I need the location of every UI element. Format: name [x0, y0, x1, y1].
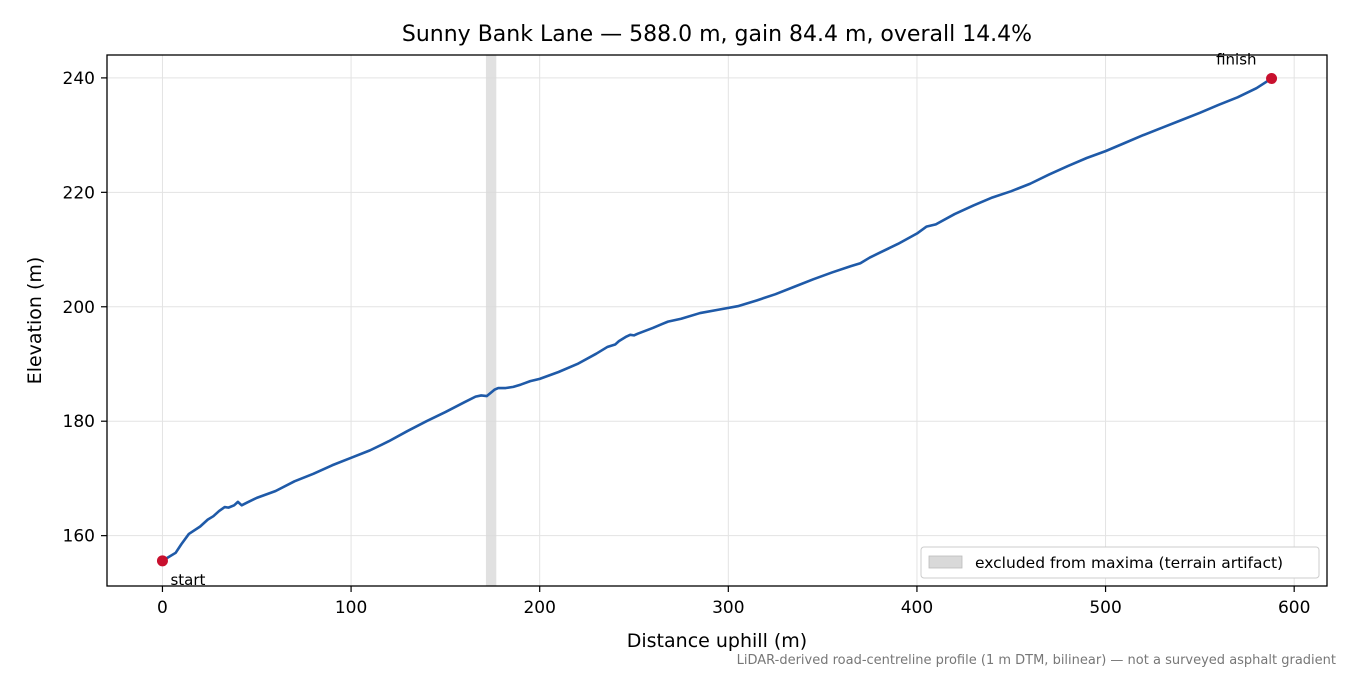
- x-tick-label: 100: [335, 598, 367, 618]
- x-axis-label: Distance uphill (m): [627, 630, 807, 652]
- y-axis-ticks: 160 180 200 220 240: [63, 69, 107, 547]
- x-tick-label: 200: [523, 598, 555, 618]
- elevation-line: [161, 77, 1273, 563]
- chart-title: Sunny Bank Lane — 588.0 m, gain 84.4 m, …: [402, 22, 1032, 47]
- y-tick-label: 160: [63, 527, 95, 547]
- x-tick-label: 0: [157, 598, 168, 618]
- marker-label-finish: finish: [1216, 50, 1256, 68]
- excluded-region: [485, 55, 497, 586]
- footnote: LiDAR-derived road-centreline profile (1…: [737, 653, 1336, 668]
- marker-label-start: start: [170, 571, 205, 589]
- x-tick-label: 400: [901, 598, 933, 618]
- gridlines: [107, 55, 1327, 586]
- marker-start: [156, 555, 168, 567]
- marker-finish: [1266, 72, 1278, 84]
- y-tick-label: 240: [63, 69, 95, 89]
- x-axis-ticks: 0 100 200 300 400 500 600: [157, 586, 1310, 618]
- excluded-band: [485, 55, 497, 586]
- plot-frame: [106, 54, 1328, 587]
- y-tick-label: 180: [63, 412, 95, 432]
- x-tick-label: 300: [712, 598, 744, 618]
- x-tick-label: 600: [1278, 598, 1310, 618]
- legend-swatch: [928, 555, 963, 569]
- y-tick-label: 200: [63, 298, 95, 318]
- y-axis-label: Elevation (m): [24, 257, 46, 385]
- x-tick-label: 500: [1089, 598, 1121, 618]
- legend-box: [920, 546, 1320, 579]
- legend: excluded from maxima (terrain artifact): [920, 546, 1320, 579]
- y-tick-label: 220: [63, 183, 95, 203]
- legend-label: excluded from maxima (terrain artifact): [975, 554, 1283, 572]
- series-lines: [161, 77, 1273, 563]
